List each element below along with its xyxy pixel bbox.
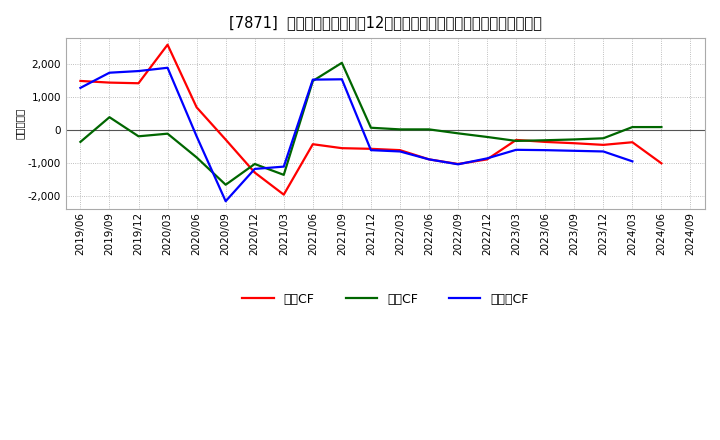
投資CF xyxy=(483,134,492,139)
フリーCF xyxy=(425,157,433,162)
フリーCF xyxy=(512,147,521,152)
営業CF xyxy=(483,157,492,162)
投資CF xyxy=(251,161,259,167)
投資CF xyxy=(454,131,462,136)
営業CF xyxy=(338,146,346,151)
フリーCF xyxy=(338,77,346,82)
フリーCF xyxy=(192,134,201,139)
投資CF xyxy=(570,137,579,142)
Legend: 営業CF, 投資CF, フリーCF: 営業CF, 投資CF, フリーCF xyxy=(238,288,534,311)
Title: [7871]  キャッシュフローの12か月移動合計の対前年同期増減額の推移: [7871] キャッシュフローの12か月移動合計の対前年同期増減額の推移 xyxy=(229,15,542,30)
投資CF xyxy=(163,131,172,136)
営業CF xyxy=(599,142,608,147)
投資CF xyxy=(338,60,346,66)
フリーCF xyxy=(221,198,230,204)
営業CF xyxy=(105,80,114,85)
営業CF xyxy=(134,81,143,86)
投資CF xyxy=(366,125,375,130)
営業CF xyxy=(279,192,288,197)
営業CF xyxy=(192,105,201,110)
営業CF xyxy=(221,137,230,142)
Line: 営業CF: 営業CF xyxy=(81,45,662,194)
投資CF xyxy=(279,172,288,177)
営業CF xyxy=(163,42,172,48)
投資CF xyxy=(425,127,433,132)
投資CF xyxy=(221,182,230,187)
投資CF xyxy=(105,114,114,120)
フリーCF xyxy=(251,166,259,172)
フリーCF xyxy=(628,159,636,164)
フリーCF xyxy=(134,69,143,74)
フリーCF xyxy=(163,65,172,70)
投資CF xyxy=(512,138,521,143)
フリーCF xyxy=(366,147,375,153)
フリーCF xyxy=(541,147,549,153)
フリーCF xyxy=(279,164,288,169)
営業CF xyxy=(425,157,433,162)
営業CF xyxy=(657,161,666,166)
Y-axis label: （百万円）: （百万円） xyxy=(15,108,25,139)
フリーCF xyxy=(599,149,608,154)
営業CF xyxy=(251,170,259,175)
営業CF xyxy=(512,137,521,143)
投資CF xyxy=(628,125,636,130)
Line: 投資CF: 投資CF xyxy=(81,63,662,185)
営業CF xyxy=(76,78,85,84)
営業CF xyxy=(396,147,405,153)
営業CF xyxy=(366,146,375,151)
フリーCF xyxy=(483,156,492,161)
営業CF xyxy=(628,139,636,145)
営業CF xyxy=(541,139,549,145)
投資CF xyxy=(657,125,666,130)
投資CF xyxy=(396,127,405,132)
営業CF xyxy=(454,161,462,167)
投資CF xyxy=(192,155,201,160)
Line: フリーCF: フリーCF xyxy=(81,68,632,201)
フリーCF xyxy=(396,149,405,154)
投資CF xyxy=(541,138,549,143)
営業CF xyxy=(308,142,317,147)
投資CF xyxy=(308,78,317,84)
投資CF xyxy=(134,134,143,139)
フリーCF xyxy=(105,70,114,75)
フリーCF xyxy=(454,161,462,167)
フリーCF xyxy=(570,148,579,154)
営業CF xyxy=(570,141,579,146)
投資CF xyxy=(599,136,608,141)
フリーCF xyxy=(76,85,85,91)
フリーCF xyxy=(308,77,317,82)
投資CF xyxy=(76,139,85,145)
